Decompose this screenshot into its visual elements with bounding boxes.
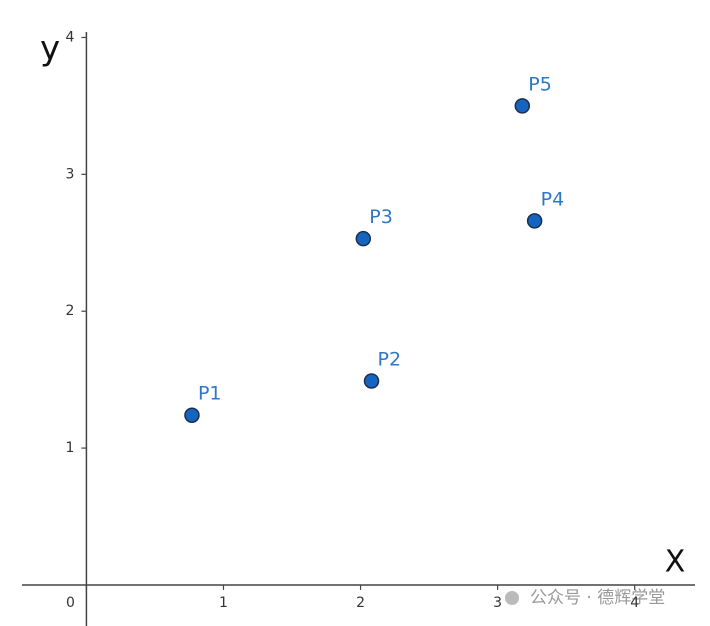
point-label: P1 (198, 383, 222, 405)
x-tick-label: 4 (630, 595, 639, 611)
point (363, 373, 380, 389)
watermark-text: 公众号 · 德辉学堂 (530, 588, 665, 608)
x-tick-label: 1 (219, 595, 228, 611)
y-tick-label: 3 (65, 166, 74, 182)
watermark-icon (505, 591, 519, 605)
point-label: P4 (541, 188, 565, 210)
watermark: 公众号 · 德辉学堂 (505, 588, 665, 608)
y-axis-label: y (40, 29, 60, 69)
y-tick-label: 2 (65, 303, 74, 319)
point-label: P2 (378, 349, 402, 371)
point (526, 213, 543, 229)
x-tick-label: 3 (493, 595, 502, 611)
x-tick-label: 2 (356, 595, 365, 611)
point (184, 407, 200, 423)
y-tick-label: 4 (65, 29, 74, 45)
point-label: P5 (528, 73, 552, 95)
x-axis-label: X (665, 544, 686, 579)
point (355, 230, 372, 247)
point-label: P3 (369, 206, 393, 228)
point (514, 98, 531, 114)
y-tick-label: 1 (65, 440, 74, 456)
x-tick-label: 0 (66, 595, 75, 611)
